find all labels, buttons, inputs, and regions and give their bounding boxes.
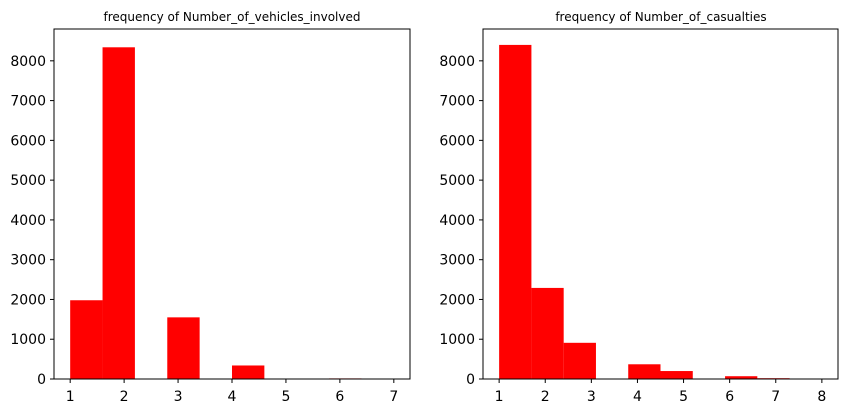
- x-tick-label: 1: [495, 389, 504, 405]
- y-tick-label: 2000: [439, 292, 475, 308]
- y-tick-label: 8000: [10, 54, 46, 70]
- chart-vehicles-involved: frequency of Number_of_vehicles_involved…: [10, 10, 410, 405]
- y-tick-label: 7000: [439, 94, 475, 110]
- y-tick-label: 4000: [439, 213, 475, 229]
- y-tick-label: 3000: [10, 253, 46, 269]
- x-tick-label: 5: [281, 389, 290, 405]
- x-tick-label: 5: [679, 389, 688, 405]
- y-tick-label: 6000: [439, 133, 475, 149]
- histogram-bar: [103, 47, 135, 379]
- y-tick-label: 6000: [10, 133, 46, 149]
- histogram-bar: [499, 45, 531, 379]
- x-tick-label: 8: [817, 389, 826, 405]
- x-tick-label: 6: [725, 389, 734, 405]
- y-tick-label: 0: [37, 372, 46, 388]
- y-tick-label: 3000: [439, 253, 475, 269]
- y-tick-label: 1000: [439, 332, 475, 348]
- chart-casualties: frequency of Number_of_casualties 1 2 3 4 5 6…: [439, 10, 838, 405]
- x-tick-label: 7: [771, 389, 780, 405]
- x-tick-label: 2: [541, 389, 550, 405]
- y-tick-label: 2000: [10, 292, 46, 308]
- x-tick-label: 1: [66, 389, 75, 405]
- x-tick-label: 3: [174, 389, 183, 405]
- histogram-bar: [564, 343, 596, 379]
- chart-title: frequency of Number_of_vehicles_involved: [104, 10, 361, 24]
- histogram-bar: [628, 364, 660, 379]
- y-tick-label: 4000: [10, 213, 46, 229]
- x-tick-label: 6: [335, 389, 344, 405]
- histogram-bar: [661, 371, 693, 379]
- y-tick-label: 7000: [10, 94, 46, 110]
- x-tick-label: 3: [587, 389, 596, 405]
- chart-title: frequency of Number_of_casualties: [555, 10, 766, 24]
- y-tick-label: 5000: [10, 173, 46, 189]
- histogram-bar: [232, 365, 264, 379]
- y-tick-label: 0: [466, 372, 475, 388]
- x-tick-label: 4: [633, 389, 642, 405]
- x-tick-label: 7: [389, 389, 398, 405]
- histogram-bar: [531, 288, 563, 379]
- y-tick-label: 1000: [10, 332, 46, 348]
- histogram-bar: [167, 317, 199, 379]
- histogram-bar: [70, 300, 102, 379]
- y-tick-label: 8000: [439, 54, 475, 70]
- x-tick-label: 2: [120, 389, 129, 405]
- y-tick-label: 5000: [439, 173, 475, 189]
- x-tick-label: 4: [228, 389, 237, 405]
